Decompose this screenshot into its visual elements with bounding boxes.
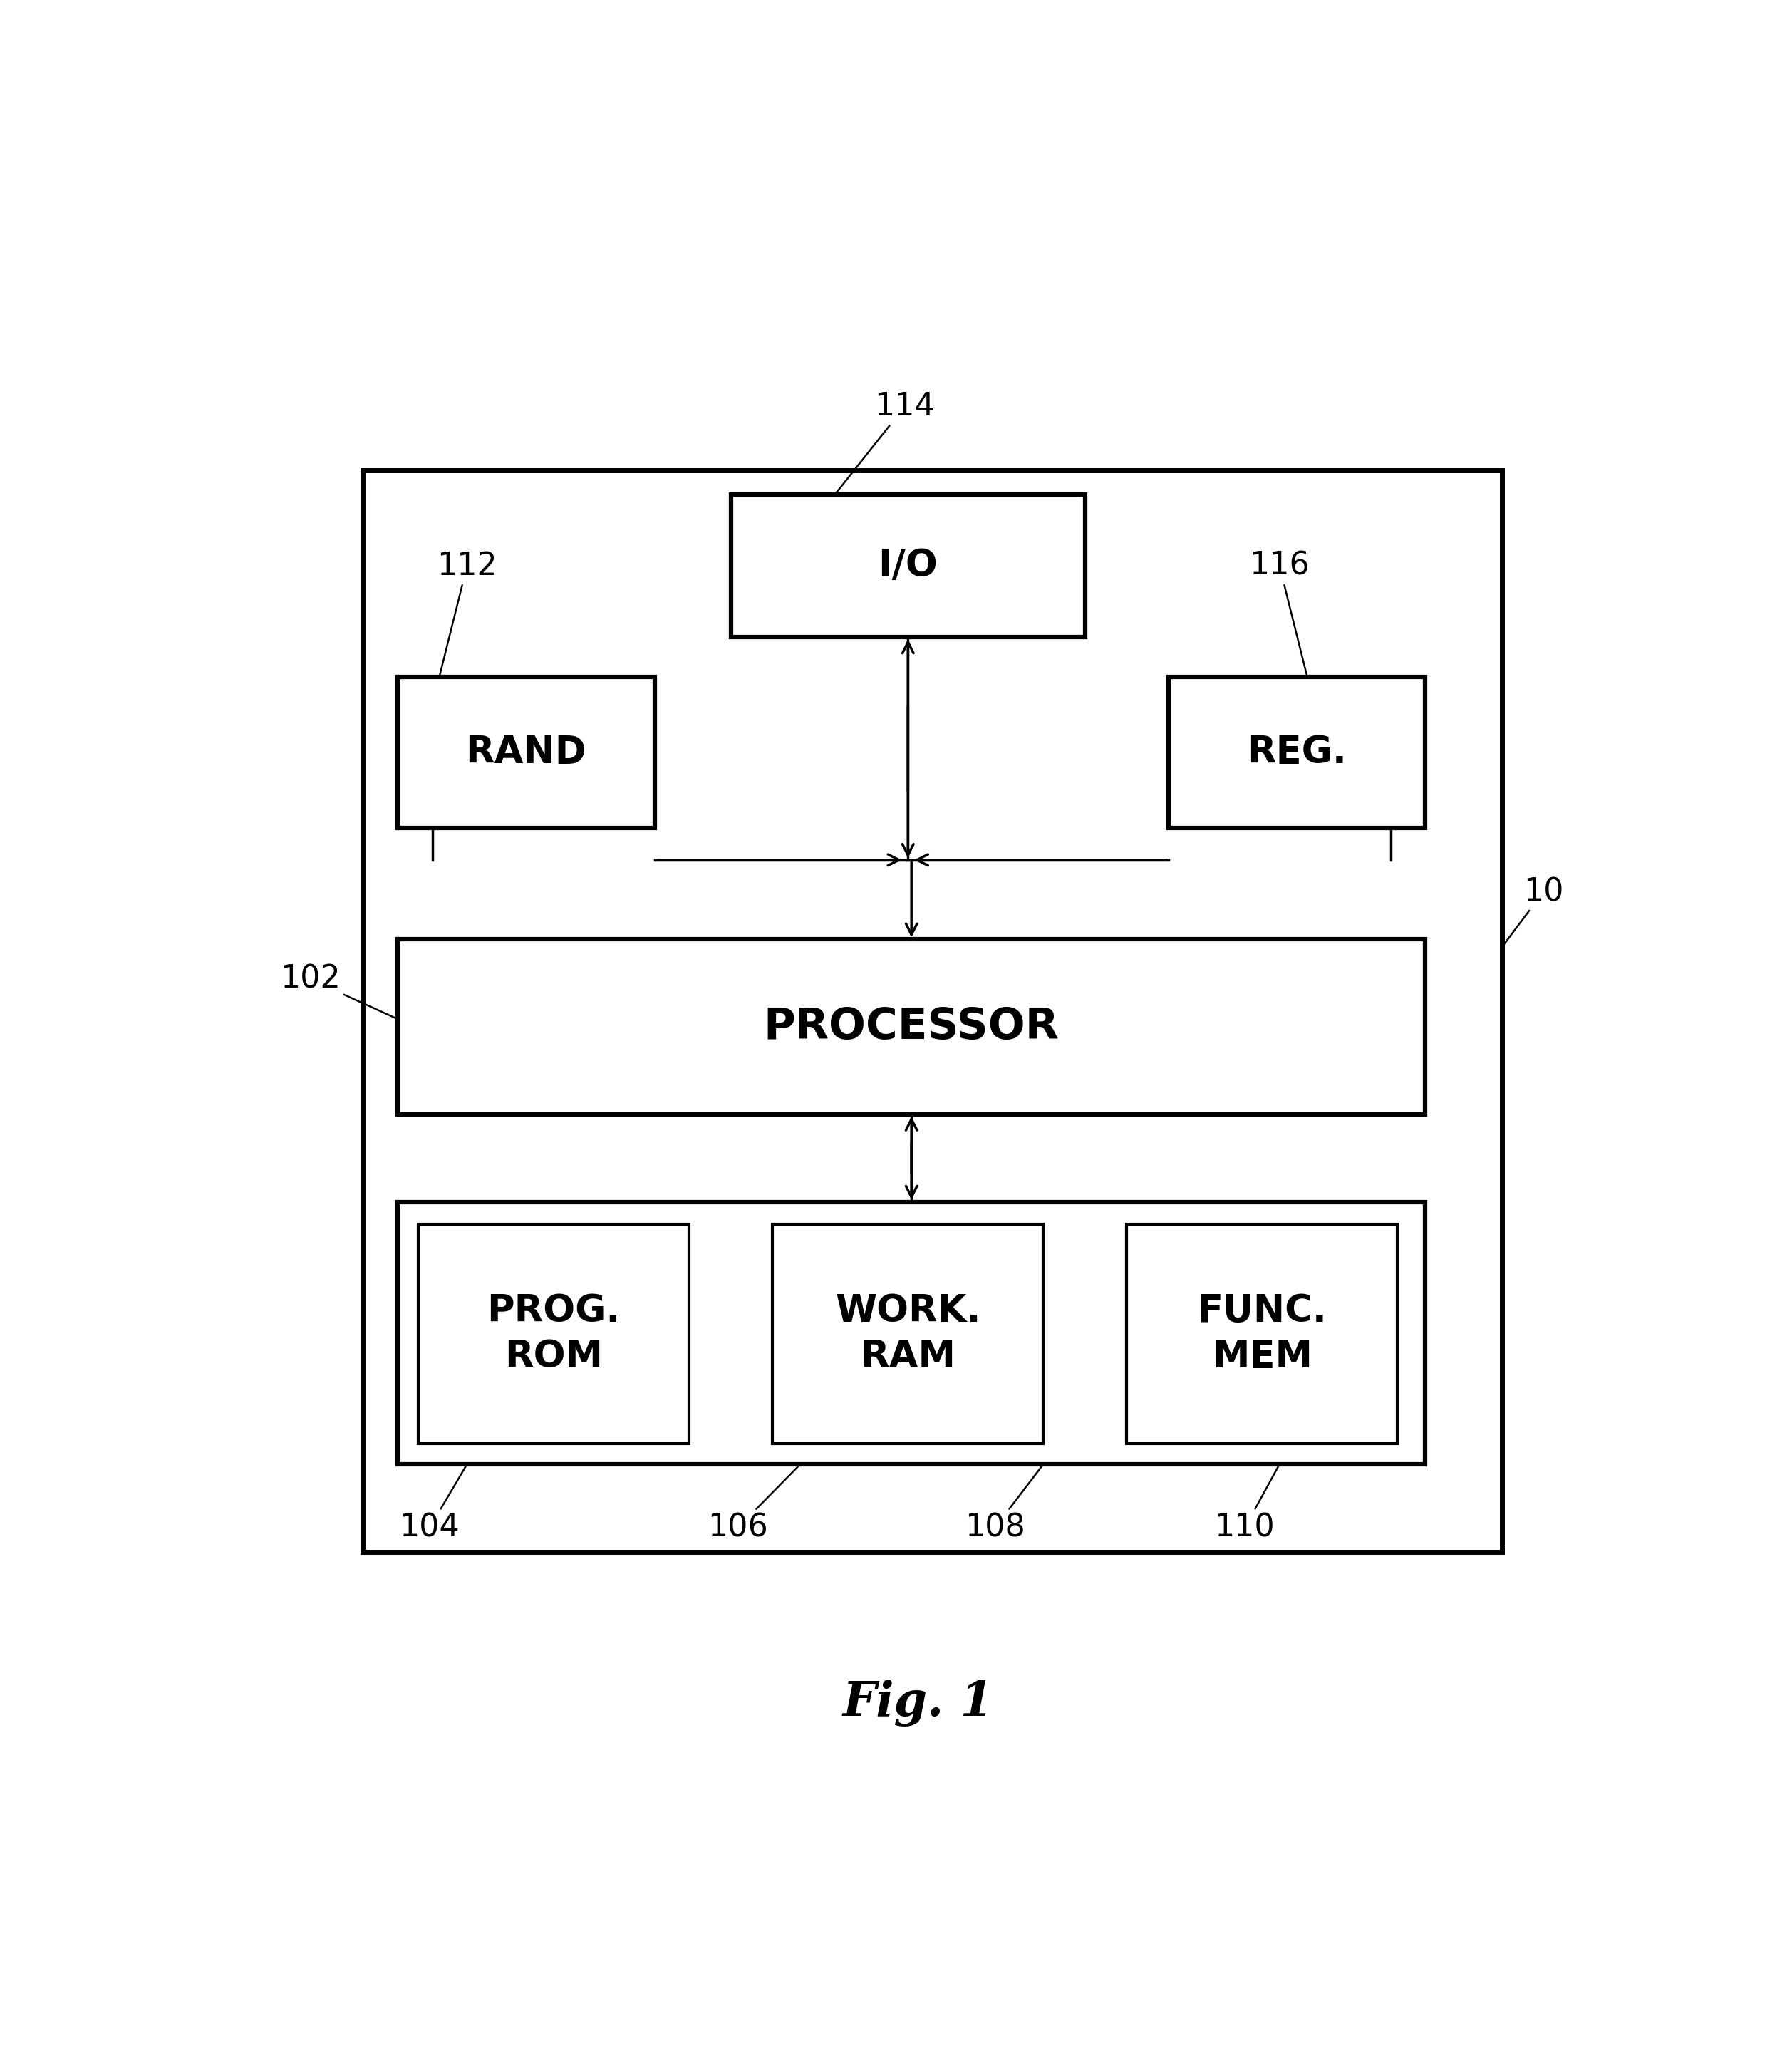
Text: PROG.
ROM: PROG. ROM — [487, 1293, 620, 1375]
Text: 114: 114 — [837, 392, 935, 494]
Text: Fig. 1: Fig. 1 — [842, 1679, 995, 1726]
Bar — [362, 471, 1502, 1551]
Text: 116: 116 — [1249, 551, 1310, 675]
Text: FUNC.
MEM: FUNC. MEM — [1197, 1293, 1326, 1375]
Text: 106: 106 — [708, 1466, 799, 1543]
Bar — [1127, 1225, 1398, 1443]
Bar — [772, 1225, 1043, 1443]
Text: I/O: I/O — [878, 547, 937, 584]
Text: 108: 108 — [964, 1466, 1043, 1543]
Bar — [398, 677, 654, 828]
Bar — [1168, 677, 1425, 828]
Text: RAND: RAND — [466, 735, 586, 770]
Text: 102: 102 — [280, 964, 396, 1018]
Text: PROCESSOR: PROCESSOR — [763, 1006, 1059, 1047]
Text: REG.: REG. — [1247, 735, 1346, 770]
Text: WORK.
RAM: WORK. RAM — [835, 1293, 980, 1375]
Bar — [398, 1202, 1425, 1464]
Text: 10: 10 — [1503, 876, 1563, 946]
Bar — [419, 1225, 690, 1443]
Bar — [731, 494, 1086, 638]
Text: 112: 112 — [437, 551, 496, 675]
Text: 110: 110 — [1215, 1466, 1278, 1543]
Bar — [398, 940, 1425, 1115]
Text: 104: 104 — [400, 1466, 466, 1543]
